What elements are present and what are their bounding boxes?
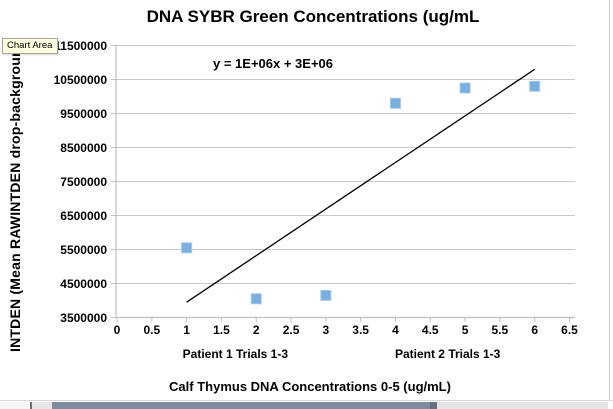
y-axis-tick-label: 6500000 [60, 208, 107, 223]
y-axis-tick-label: 9500000 [60, 106, 107, 121]
x-axis-tick-label: 6 [531, 323, 539, 337]
horizontal-scrollbar [0, 400, 613, 409]
y-axis-tick-label: 7500000 [60, 174, 107, 189]
chart-title: DNA SYBR Green Concentrations (ug/mL [146, 7, 480, 26]
y-axis-tick-label: 11500000 [54, 38, 107, 53]
x-axis-tick-label: 2.5 [282, 323, 300, 337]
trendline [186, 68, 536, 303]
y-axis-tick-label: 10500000 [53, 72, 107, 87]
data-point-marker[interactable] [320, 289, 332, 301]
scrollbar-divider[interactable] [430, 402, 437, 409]
window-right-border [609, 0, 610, 401]
scrollbar-track[interactable] [52, 402, 430, 409]
data-point-marker[interactable] [529, 80, 541, 92]
x-axis-tick-label: 1 [183, 323, 190, 337]
data-point-marker[interactable] [459, 82, 471, 94]
x-axis-tick-label: 3.5 [352, 323, 369, 337]
scrollbar-left-gap [0, 402, 30, 409]
x-axis-tick-label: 4 [392, 323, 399, 337]
chart-area-tooltip: Chart Area [2, 38, 59, 54]
data-point-marker[interactable] [181, 242, 193, 254]
data-point-marker[interactable] [250, 293, 262, 305]
scrollbar-thumb[interactable] [30, 402, 52, 409]
x-axis-tick-label: 4.5 [421, 323, 439, 337]
y-axis-tick-label: 8500000 [60, 140, 107, 155]
y-axis-tick-label: 4500000 [60, 276, 107, 291]
data-point-marker[interactable] [389, 97, 401, 109]
x-axis-tick-label: 1.5 [213, 323, 230, 337]
scrollbar-track-right[interactable] [437, 402, 608, 409]
axis-group-label: Patient 2 Trials 1-3 [394, 347, 501, 361]
x-axis-tick-label: 5 [461, 323, 469, 337]
x-axis-tick-label: 0.5 [143, 323, 161, 337]
y-axis-tick-label: 3500000 [60, 310, 107, 325]
x-axis-title[interactable]: Calf Thymus DNA Concentrations 0-5 (ug/m… [169, 379, 451, 394]
x-axis-tick-label: 3 [322, 323, 330, 337]
x-axis-tick-label: 5.5 [491, 323, 509, 337]
trendline-equation-label[interactable]: y = 1E+06x + 3E+06 [213, 56, 333, 71]
y-axis-tick-label: 5500000 [60, 242, 107, 257]
x-axis-tick-label: 6.5 [561, 323, 578, 337]
scrollbar-right-gap [608, 402, 613, 409]
x-axis-tick-label: 0 [113, 323, 121, 337]
x-axis-tick-label: 2 [252, 323, 260, 337]
axis-group-label: Patient 1 Trials 1-3 [182, 347, 289, 361]
